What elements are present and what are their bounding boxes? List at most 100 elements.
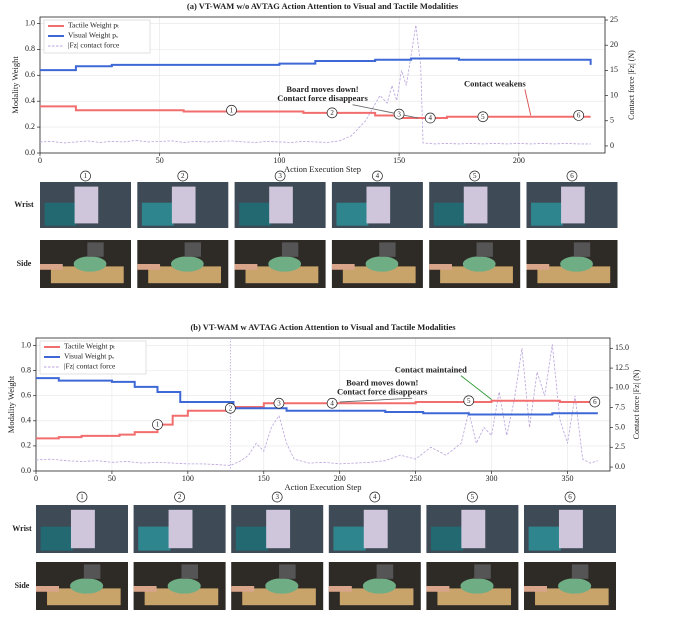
frame-number: 6 bbox=[568, 493, 572, 501]
y2-tick-label: 0.0 bbox=[615, 462, 625, 471]
photo-detail bbox=[336, 203, 368, 226]
y2-tick-label: 2.5 bbox=[615, 442, 625, 451]
photo-detail bbox=[185, 242, 201, 256]
photo-detail bbox=[181, 564, 198, 578]
photo-detail bbox=[560, 256, 593, 271]
photo-detail bbox=[572, 564, 589, 578]
y-tick-label: 0.0 bbox=[21, 466, 31, 475]
weight-line bbox=[36, 378, 598, 414]
photo-detail bbox=[168, 578, 201, 593]
photo-detail bbox=[84, 564, 101, 578]
x-tick-label: 200 bbox=[513, 156, 525, 165]
photo-detail bbox=[169, 510, 193, 548]
y2-tick-label: 20 bbox=[610, 40, 618, 49]
y2-axis-label: Contact force |Fz| (N) bbox=[632, 369, 641, 439]
photo-detail bbox=[474, 564, 491, 578]
photo-detail bbox=[265, 578, 298, 593]
photo-detail bbox=[138, 527, 170, 551]
photo-detail bbox=[137, 264, 160, 270]
y-tick-label: 1.0 bbox=[25, 18, 35, 27]
legend-label: Tactile Weight pₜ bbox=[68, 21, 119, 30]
annotation-text: Contact maintained bbox=[395, 365, 467, 375]
photo-detail bbox=[364, 510, 388, 548]
row-label: Side bbox=[17, 259, 32, 268]
photo-detail bbox=[379, 242, 395, 256]
photo-detail bbox=[268, 256, 301, 271]
x-tick-label: 350 bbox=[561, 474, 573, 483]
photo-detail bbox=[477, 242, 493, 256]
weight-line bbox=[36, 401, 598, 439]
y2-tick-label: 12.5 bbox=[615, 363, 629, 372]
legend-label: Visual Weight pᵥ bbox=[64, 352, 115, 361]
photo-detail bbox=[463, 256, 496, 271]
row-label: Wrist bbox=[12, 524, 32, 533]
x-axis-label: Action Execution Step bbox=[285, 482, 362, 492]
photo-detail bbox=[231, 586, 254, 592]
photo-detail bbox=[74, 256, 107, 271]
photo-detail bbox=[332, 264, 355, 270]
annotation-text: Contact force disappears bbox=[337, 387, 428, 397]
photo-detail bbox=[172, 187, 196, 224]
photo-detail bbox=[531, 203, 563, 226]
weight-line bbox=[40, 58, 591, 70]
photo-detail bbox=[561, 187, 585, 224]
y2-tick-label: 15 bbox=[610, 65, 618, 74]
y-tick-label: 0.8 bbox=[25, 44, 35, 53]
annotation-text: Contact force disappears bbox=[277, 93, 368, 103]
x-tick-label: 300 bbox=[486, 474, 498, 483]
frame-number: 2 bbox=[181, 172, 185, 180]
photo-detail bbox=[431, 527, 463, 551]
photo-detail bbox=[142, 203, 174, 226]
photo-detail bbox=[558, 578, 591, 593]
y2-tick-label: 10.0 bbox=[615, 383, 629, 392]
photo-detail bbox=[235, 264, 258, 270]
legend-label: Tactile Weight pₜ bbox=[64, 342, 115, 351]
photo-detail bbox=[70, 578, 103, 593]
step-marker-label: 1 bbox=[156, 421, 160, 429]
photo-detail bbox=[429, 264, 452, 270]
photo-detail bbox=[426, 586, 449, 592]
photo-detail bbox=[269, 187, 293, 224]
x-tick-label: 100 bbox=[182, 474, 194, 483]
frame-number: 3 bbox=[278, 172, 282, 180]
frame-number: 1 bbox=[84, 172, 88, 180]
y-axis-label: Modality Weight bbox=[6, 375, 16, 433]
step-marker-label: 6 bbox=[593, 398, 597, 406]
y-tick-label: 1.0 bbox=[21, 340, 31, 349]
chart-title: (b) VT-WAM w AVTAG Action Attention to V… bbox=[190, 322, 456, 332]
frame-number: 2 bbox=[178, 493, 182, 501]
y-tick-label: 0.8 bbox=[21, 365, 31, 374]
y2-tick-label: 5.0 bbox=[615, 422, 625, 431]
step-marker-label: 5 bbox=[467, 397, 471, 405]
photo-detail bbox=[574, 242, 590, 256]
y-tick-label: 0.4 bbox=[25, 96, 35, 105]
photo-detail bbox=[434, 203, 466, 226]
y-tick-label: 0.2 bbox=[25, 122, 35, 131]
photo-detail bbox=[527, 264, 550, 270]
x-tick-label: 50 bbox=[108, 474, 116, 483]
y-tick-label: 0.2 bbox=[21, 441, 31, 450]
step-marker-label: 2 bbox=[229, 404, 233, 412]
x-tick-label: 0 bbox=[34, 474, 38, 483]
annotation-arrow bbox=[340, 398, 413, 402]
step-marker-label: 6 bbox=[577, 112, 581, 120]
legend-label: |Fz| contact force bbox=[68, 41, 120, 50]
photo-detail bbox=[366, 187, 390, 224]
y-axis-label: Modality Weight bbox=[10, 56, 20, 114]
photo-detail bbox=[239, 203, 271, 226]
x-axis-label: Action Execution Step bbox=[284, 164, 361, 174]
legend-label: Visual Weight pᵥ bbox=[68, 31, 119, 40]
frame-number: 4 bbox=[376, 172, 380, 180]
step-marker-label: 3 bbox=[397, 110, 401, 118]
photo-detail bbox=[559, 510, 583, 548]
photo-detail bbox=[366, 256, 399, 271]
photo-detail bbox=[87, 242, 103, 256]
y2-axis-label: Contact force |Fz| (N) bbox=[627, 50, 636, 120]
photo-detail bbox=[134, 586, 157, 592]
step-marker-label: 5 bbox=[481, 113, 485, 121]
photo-detail bbox=[363, 578, 396, 593]
annotation-text: Contact weakens bbox=[464, 78, 526, 88]
y2-tick-label: 5 bbox=[610, 116, 614, 125]
row-label: Side bbox=[15, 581, 30, 590]
photo-detail bbox=[236, 527, 268, 551]
